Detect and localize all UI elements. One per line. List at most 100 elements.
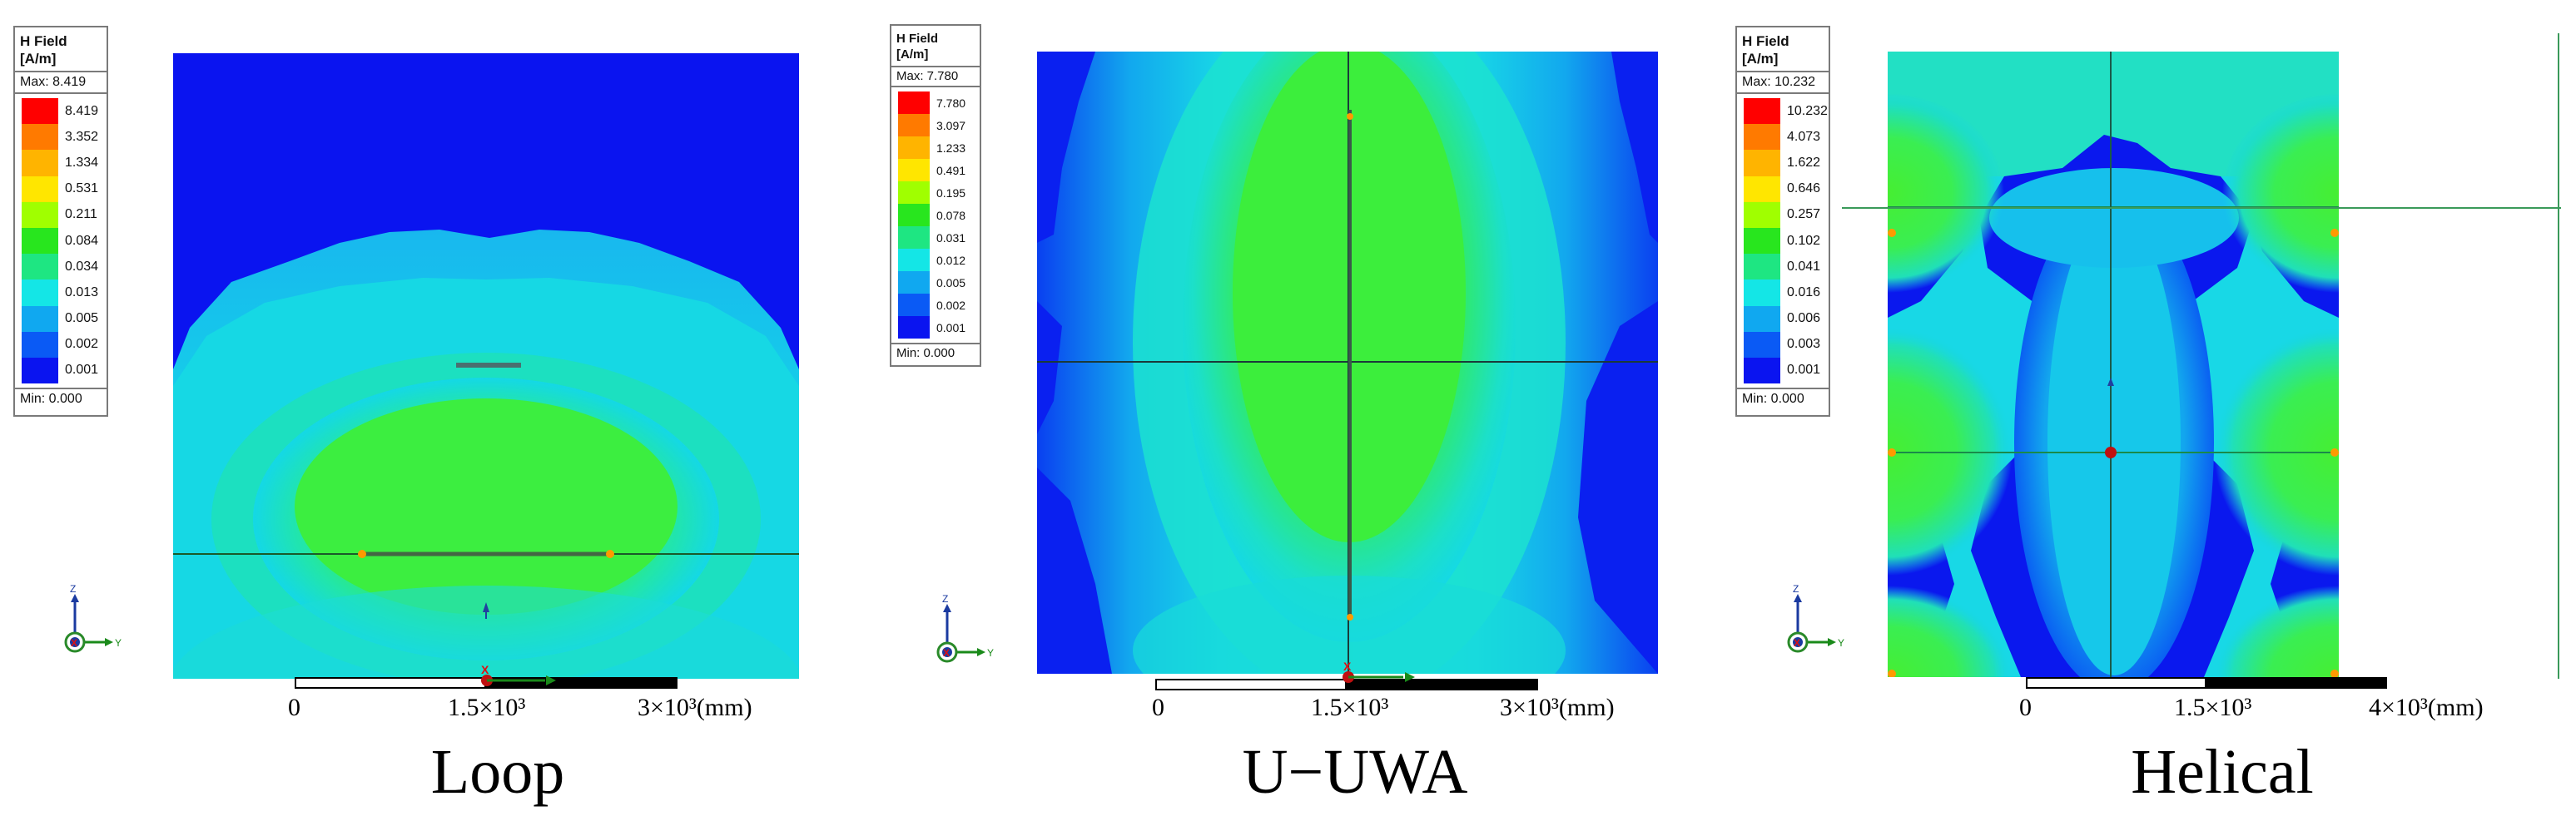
legend-level-value: 1.622 bbox=[1787, 155, 1821, 170]
legend-color-swatch bbox=[1744, 357, 1780, 384]
legend-color-swatch bbox=[898, 181, 930, 204]
legend-max: Max: 7.780 bbox=[891, 67, 980, 87]
legend-level-value: 0.084 bbox=[65, 233, 99, 248]
legend-level-value: 0.491 bbox=[936, 163, 966, 177]
uuwa-field-plot bbox=[1037, 52, 1658, 674]
svg-text:X: X bbox=[1343, 660, 1352, 673]
legend-level-row: 0.001 bbox=[1744, 357, 1824, 384]
legend-min: Min: 0.000 bbox=[15, 388, 107, 409]
legend-color-swatch bbox=[22, 124, 58, 151]
legend-title: H Field bbox=[896, 32, 939, 46]
legend-level-row: 0.491 bbox=[898, 159, 975, 181]
legend-level-row: 0.034 bbox=[22, 254, 102, 280]
legend-level-value: 0.195 bbox=[936, 185, 966, 200]
legend-level-value: 0.006 bbox=[1787, 311, 1821, 326]
legend-header: H Field [A/m] bbox=[15, 27, 107, 72]
legend-level-value: 8.419 bbox=[65, 103, 99, 118]
helical-legend: H Field [A/m] Max: 10.232 10.232 4.073 1.6… bbox=[1735, 26, 1830, 417]
legend-level-value: 10.232 bbox=[1787, 103, 1828, 118]
legend-level-row: 0.084 bbox=[22, 227, 102, 255]
legend-level-row: 0.001 bbox=[898, 316, 975, 339]
helical-field-plot bbox=[1888, 52, 2339, 677]
uuwa-tick-2: 3×10³(mm) bbox=[1500, 694, 1615, 721]
legend-level-value: 0.257 bbox=[1787, 207, 1821, 222]
legend-level-row: 7.780 bbox=[898, 91, 975, 114]
legend-level-row: 4.073 bbox=[1744, 124, 1824, 151]
legend-color-swatch bbox=[898, 204, 930, 226]
legend-color-swatch bbox=[22, 227, 58, 255]
legend-color-swatch bbox=[1744, 98, 1780, 125]
uuwa-origin-marker: X bbox=[1343, 660, 1415, 683]
svg-text:X: X bbox=[1794, 637, 1800, 649]
legend-level-value: 0.005 bbox=[936, 275, 966, 289]
legend-color-swatch bbox=[898, 159, 930, 181]
legend-min: Min: 0.000 bbox=[1737, 388, 1829, 409]
legend-level-value: 0.005 bbox=[65, 311, 99, 326]
legend-level-row: 0.005 bbox=[22, 305, 102, 332]
uuwa-axis-triad-icon: Z Y X bbox=[931, 592, 1022, 667]
svg-text:X: X bbox=[71, 637, 77, 649]
loop-axis-triad-icon: Z Y X bbox=[58, 582, 150, 657]
legend-color-swatch bbox=[898, 226, 930, 249]
legend-color-swatch bbox=[22, 98, 58, 125]
legend-color-swatch bbox=[898, 249, 930, 271]
legend-color-swatch bbox=[898, 91, 930, 114]
legend-level-value: 0.001 bbox=[1787, 363, 1821, 378]
legend-level-value: 4.073 bbox=[1787, 129, 1821, 144]
legend-color-swatch bbox=[898, 114, 930, 136]
legend-level-row: 0.211 bbox=[22, 201, 102, 228]
legend-level-row: 1.334 bbox=[22, 150, 102, 176]
loop-legend: H Field [A/m] Max: 8.419 8.419 3.352 1.334… bbox=[13, 26, 108, 417]
legend-level-row: 0.006 bbox=[1744, 305, 1824, 332]
helical-tick-0: 0 bbox=[2019, 694, 2032, 721]
loop-tick-2: 3×10³(mm) bbox=[638, 694, 752, 721]
uuwa-tick-0: 0 bbox=[1152, 694, 1164, 721]
legend-level-value: 0.002 bbox=[936, 298, 966, 312]
legend-color-swatch bbox=[22, 279, 58, 306]
legend-level-row: 0.002 bbox=[22, 331, 102, 358]
legend-title: H Field bbox=[20, 33, 67, 49]
legend-level-row: 3.097 bbox=[898, 114, 975, 136]
legend-level-value: 0.211 bbox=[65, 207, 97, 222]
legend-level-value: 0.531 bbox=[65, 181, 99, 196]
legend-header: H Field [A/m] bbox=[891, 26, 980, 67]
legend-level-row: 0.016 bbox=[1744, 279, 1824, 306]
legend-color-swatch bbox=[898, 294, 930, 316]
legend-header: H Field [A/m] bbox=[1737, 27, 1829, 72]
svg-text:Y: Y bbox=[115, 637, 122, 649]
uuwa-legend: H Field [A/m] Max: 7.780 7.780 3.097 1.233… bbox=[890, 24, 981, 367]
legend-color-swatch bbox=[22, 254, 58, 280]
loop-tick-1: 1.5×10³ bbox=[448, 694, 526, 721]
legend-color-swatch bbox=[898, 271, 930, 294]
legend-color-swatch bbox=[1744, 176, 1780, 202]
legend-unit: [A/m] bbox=[896, 47, 929, 62]
legend-level-value: 3.097 bbox=[936, 118, 966, 132]
legend-color-swatch bbox=[898, 316, 930, 339]
svg-text:Y: Y bbox=[1838, 637, 1844, 649]
helical-guide-line-h bbox=[1842, 207, 2561, 209]
legend-max: Max: 10.232 bbox=[1737, 72, 1829, 94]
legend-level-row: 0.001 bbox=[22, 357, 102, 384]
legend-levels: 8.419 3.352 1.334 0.531 0.211 0.084 0.034 0.013… bbox=[15, 94, 107, 388]
legend-level-row: 0.646 bbox=[1744, 176, 1824, 202]
helical-tick-1: 1.5×10³ bbox=[2174, 694, 2252, 721]
legend-level-row: 0.005 bbox=[898, 271, 975, 294]
legend-level-value: 0.034 bbox=[65, 259, 99, 274]
legend-color-swatch bbox=[22, 201, 58, 228]
legend-level-row: 0.102 bbox=[1744, 227, 1824, 255]
legend-level-row: 3.352 bbox=[22, 124, 102, 151]
legend-level-value: 0.013 bbox=[65, 284, 99, 299]
svg-text:X: X bbox=[943, 647, 950, 659]
legend-color-swatch bbox=[22, 357, 58, 384]
legend-level-row: 0.257 bbox=[1744, 201, 1824, 228]
legend-level-row: 0.003 bbox=[1744, 331, 1824, 358]
helical-guide-line-v bbox=[2558, 33, 2559, 679]
legend-color-swatch bbox=[1744, 305, 1780, 332]
legend-level-row: 1.233 bbox=[898, 136, 975, 159]
legend-level-row: 0.012 bbox=[898, 249, 975, 271]
legend-color-swatch bbox=[1744, 124, 1780, 151]
svg-text:Y: Y bbox=[987, 647, 994, 659]
legend-level-value: 0.031 bbox=[936, 230, 966, 245]
legend-level-value: 0.012 bbox=[936, 253, 966, 267]
legend-level-value: 1.233 bbox=[936, 141, 966, 155]
